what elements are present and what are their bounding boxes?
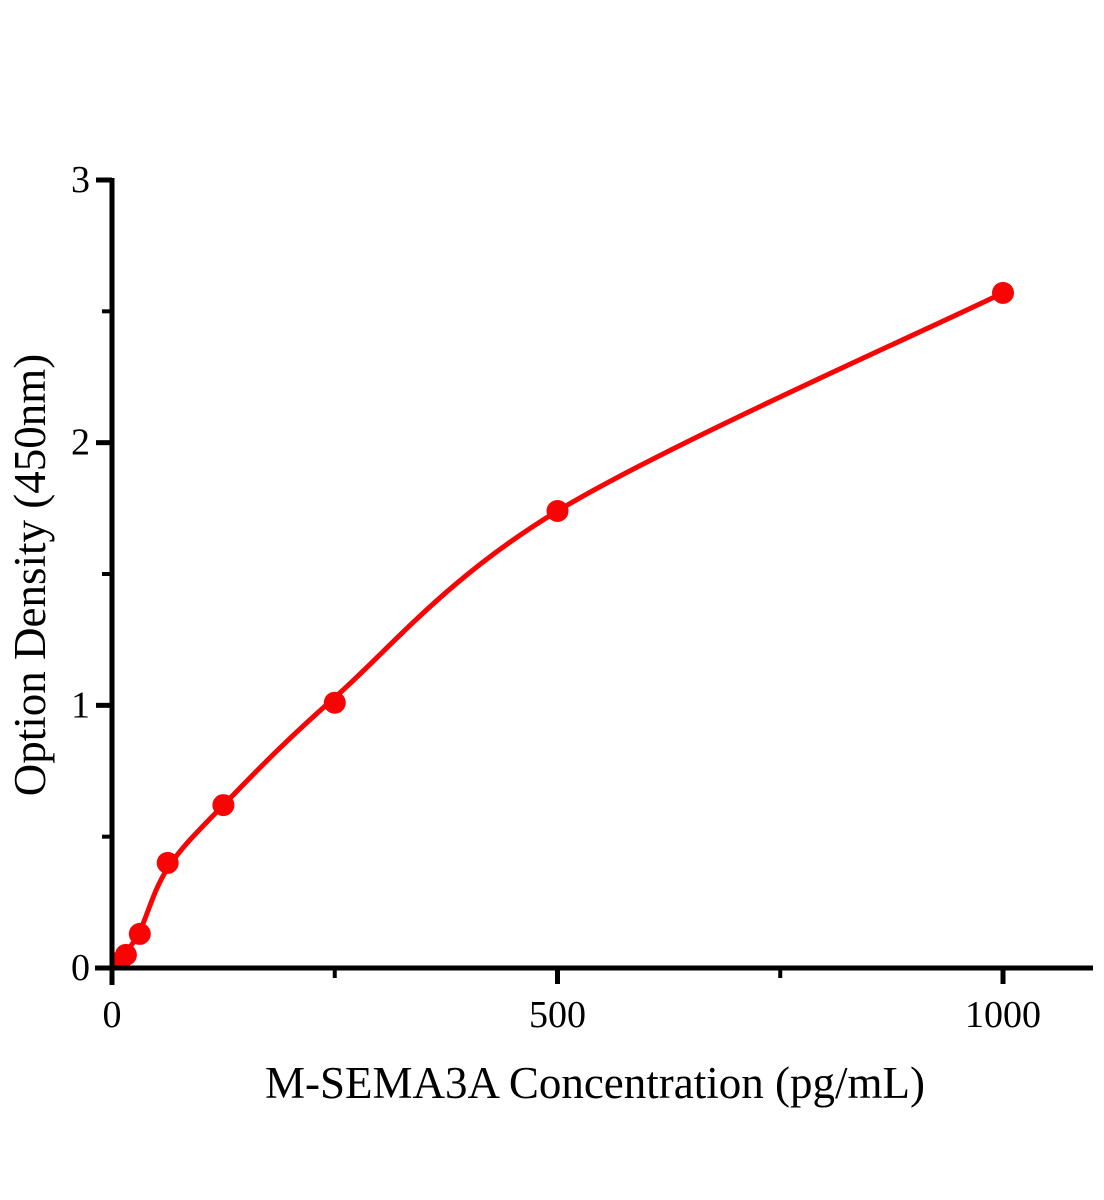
x-tick-label: 1000 (965, 994, 1041, 1036)
y-tick-label: 1 (71, 684, 90, 726)
x-axis-ticks (109, 968, 1006, 984)
x-axis-tick-labels: 0 500 1000 (103, 994, 1042, 1036)
data-point (156, 851, 179, 874)
data-layer (112, 281, 1014, 968)
data-point (212, 794, 235, 817)
y-axis-tick-labels: 0 1 2 3 (71, 159, 90, 989)
y-axis-ticks (96, 177, 112, 971)
data-point (992, 281, 1014, 304)
y-tick-label: 0 (71, 947, 90, 989)
y-tick-label: 3 (71, 159, 90, 201)
data-point (546, 500, 569, 522)
x-tick-label: 0 (103, 994, 122, 1036)
data-point (323, 691, 346, 714)
x-tick-label: 500 (529, 994, 586, 1036)
y-axis-title: Option Density (450nm) (5, 354, 55, 796)
x-axis-title: M-SEMA3A Concentration (pg/mL) (265, 1058, 925, 1108)
fit-curve (112, 290, 1006, 968)
data-point (128, 922, 151, 945)
y-tick-label: 2 (71, 422, 90, 464)
data-point (114, 943, 137, 966)
